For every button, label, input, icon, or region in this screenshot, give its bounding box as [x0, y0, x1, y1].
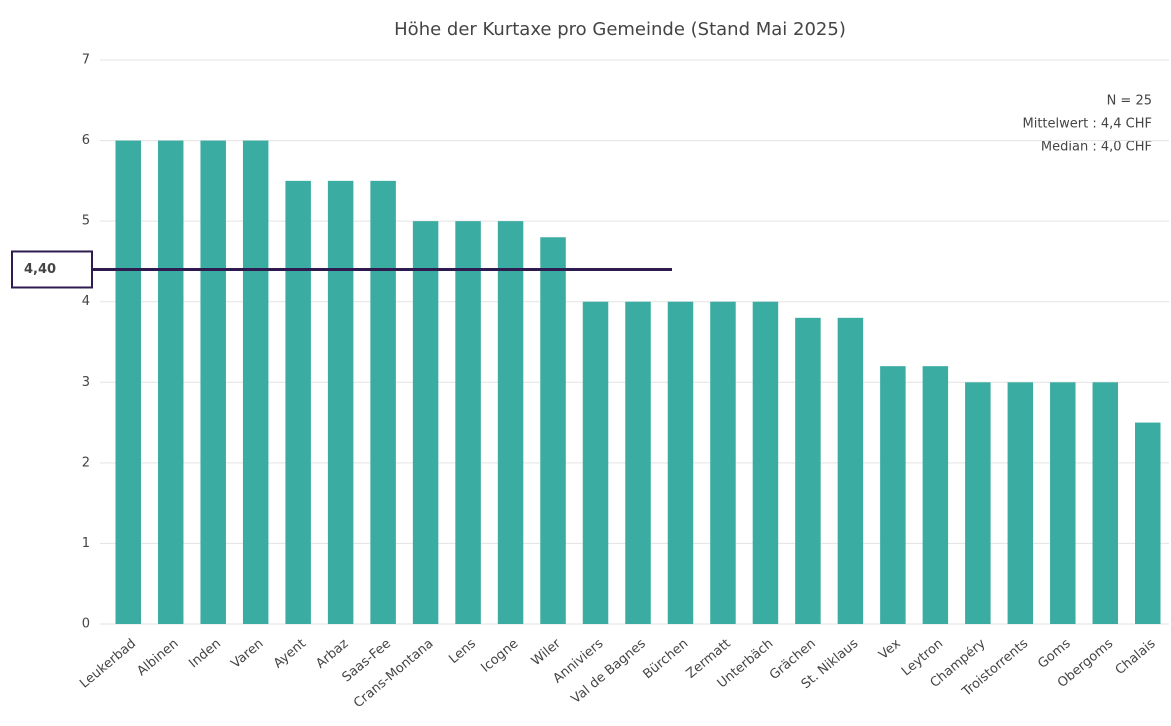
x-tick-label: Bürchen [640, 636, 691, 682]
annotation: N = 25 [1107, 94, 1152, 109]
y-tick-label: 5 [82, 214, 90, 229]
bar [922, 366, 949, 624]
y-tick-label: 7 [82, 53, 90, 68]
bar [582, 301, 609, 624]
y-tick-label: 4 [82, 294, 90, 309]
bar [285, 180, 311, 624]
bar [1135, 422, 1161, 624]
bar [667, 301, 694, 624]
x-tick-label: Lens [446, 636, 479, 667]
x-tick-label: Varen [228, 636, 266, 671]
bar [370, 180, 396, 624]
bar [412, 221, 439, 624]
annotation: Median : 4,0 CHF [1041, 140, 1152, 155]
bar [795, 317, 821, 624]
y-tick-label: 3 [82, 375, 90, 390]
bar [965, 382, 991, 624]
bar [327, 180, 354, 624]
bar [880, 366, 906, 624]
bar [455, 221, 481, 624]
y-tick-label: 6 [82, 133, 90, 148]
bar [1050, 382, 1076, 624]
x-tick-label: Vex [876, 636, 904, 663]
x-tick-label: Wiler [529, 636, 565, 669]
x-tick-label: Crans-Montana [351, 636, 436, 711]
bar [710, 301, 736, 624]
bar [752, 301, 779, 624]
y-tick-label: 2 [82, 455, 90, 470]
x-tick-label: Chalais [1113, 636, 1159, 678]
bar [497, 221, 524, 624]
reference-label-box [11, 250, 93, 289]
bar [200, 140, 226, 625]
reference-label: 4,40 [24, 262, 56, 277]
y-tick-label: 0 [82, 617, 90, 632]
x-tick-label: Icogne [478, 636, 521, 675]
bar [540, 237, 566, 624]
x-tick-label: Val de Bagnes [569, 636, 649, 707]
x-tick-label: Arbaz [313, 636, 351, 672]
bar [625, 301, 651, 624]
x-tick-label: Albinen [134, 636, 181, 679]
annotation: Mittelwert : 4,4 CHF [1023, 117, 1153, 132]
chart-title: Höhe der Kurtaxe pro Gemeinde (Stand Mai… [394, 19, 846, 40]
bar [1092, 382, 1119, 624]
x-tick-label: Leukerbad [77, 636, 139, 691]
bar [242, 140, 269, 625]
bar [1007, 382, 1034, 624]
bar [115, 140, 141, 625]
y-tick-label: 1 [82, 536, 90, 551]
bar [157, 140, 184, 625]
x-tick-label: Goms [1035, 636, 1074, 672]
x-tick-label: Inden [186, 636, 224, 671]
bar [837, 317, 864, 624]
x-tick-label: Ayent [271, 636, 309, 671]
